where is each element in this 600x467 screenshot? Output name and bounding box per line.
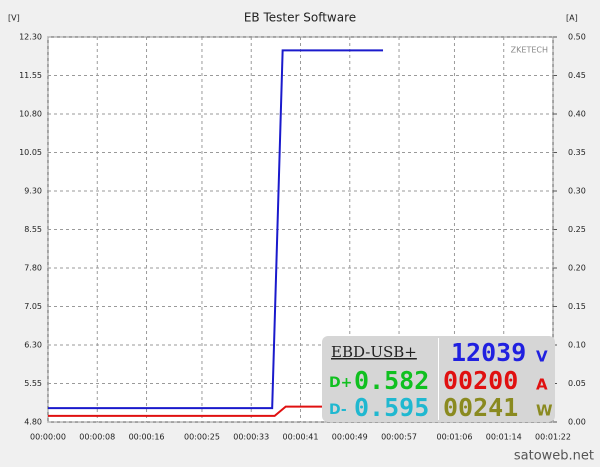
y2-tick-label: 0.00	[568, 418, 586, 427]
panel-divider	[438, 338, 439, 420]
voltage: 12039	[451, 338, 526, 367]
y-axis-label: [V]	[8, 14, 20, 23]
y2-axis-label: [A]	[566, 14, 578, 23]
y-tick-label: 7.80	[24, 264, 42, 273]
dm-label: D-	[329, 402, 347, 418]
current: 00200	[443, 366, 518, 395]
y-tick-label: 7.05	[24, 302, 42, 311]
y2-tick-label: 0.40	[568, 110, 586, 119]
dp-value: 0.582	[354, 366, 429, 395]
x-tick-label: 00:00:25	[184, 433, 220, 442]
power-unit: W	[536, 402, 553, 420]
y-tick-label: 6.30	[24, 341, 42, 350]
power: 00241	[443, 393, 518, 422]
x-tick-label: 00:01:06	[436, 433, 472, 442]
x-tick-label: 00:01:22	[535, 433, 571, 442]
y2-tick-label: 0.20	[568, 264, 586, 273]
meter-panel: EBD-USB+ 12039 V D+ 0.582 00200 A D- 0.5…	[322, 336, 555, 422]
y2-tick-label: 0.10	[568, 341, 586, 350]
y2-tick-label: 0.45	[568, 71, 586, 80]
model: EBD-USB+	[331, 343, 417, 361]
watermark: ZKETECH	[511, 46, 548, 55]
y2-tick-label: 0.50	[568, 33, 586, 42]
y-tick-label: 4.80	[24, 418, 42, 427]
y2-tick-label: 0.05	[568, 379, 586, 388]
x-tick-label: 00:00:33	[233, 433, 269, 442]
x-tick-label: 00:00:41	[283, 433, 319, 442]
voltage-unit: V	[536, 348, 548, 366]
dp-label: D+	[329, 375, 352, 391]
x-tick-label: 00:00:08	[79, 433, 115, 442]
y2-tick-label: 0.30	[568, 187, 586, 196]
y-tick-label: 10.80	[19, 110, 42, 119]
y-tick-label: 8.55	[24, 225, 42, 234]
x-tick-label: 00:00:49	[332, 433, 368, 442]
x-tick-label: 00:00:57	[381, 433, 417, 442]
x-tick-label: 00:01:14	[486, 433, 522, 442]
y-tick-label: 10.05	[19, 148, 42, 157]
series-line	[48, 49, 384, 410]
y2-tick-label: 0.25	[568, 225, 586, 234]
y-tick-label: 9.30	[24, 187, 42, 196]
footer: satoweb.net	[514, 449, 594, 464]
y2-tick-label: 0.15	[568, 302, 586, 311]
y-tick-label: 12.30	[19, 33, 42, 42]
chart-title: EB Tester Software	[244, 11, 356, 25]
y-tick-label: 5.55	[24, 379, 42, 388]
plot: 4.80 5.55 6.30 7.05 7.80 8.55 9.30 10.05 10.80 11…	[19, 33, 586, 442]
current-unit: A	[536, 376, 548, 394]
x-tick-label: 00:00:16	[129, 433, 165, 442]
dm-value: 0.595	[354, 393, 429, 422]
y2-tick-label: 0.35	[568, 148, 586, 157]
y-tick-label: 11.55	[19, 71, 42, 80]
x-tick-label: 00:00:00	[30, 433, 66, 442]
